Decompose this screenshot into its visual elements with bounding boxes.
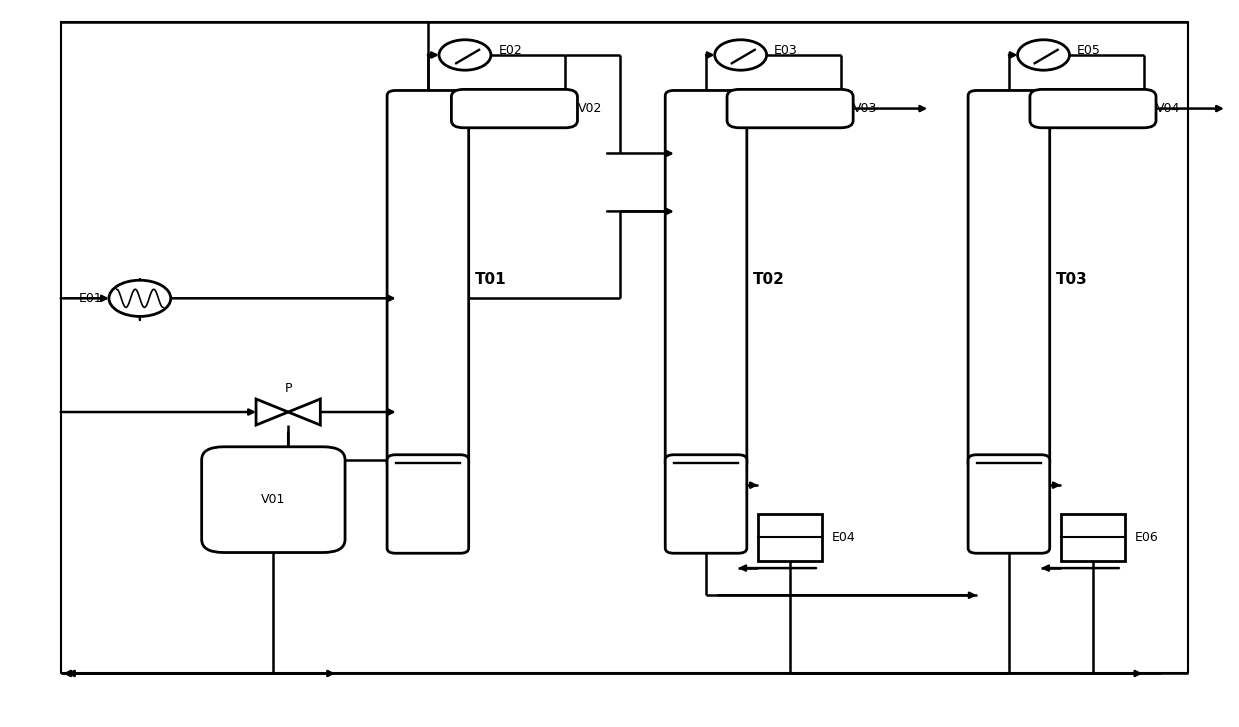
Circle shape <box>1017 40 1069 71</box>
Text: V03: V03 <box>854 102 877 115</box>
Text: T03: T03 <box>1056 272 1088 287</box>
Text: E01: E01 <box>79 292 103 305</box>
FancyBboxPatch shape <box>202 447 344 553</box>
Circle shape <box>439 40 491 71</box>
FancyBboxPatch shape <box>1030 89 1156 128</box>
FancyBboxPatch shape <box>727 89 854 128</box>
FancyBboxPatch shape <box>665 455 747 553</box>
Polygon shape <box>256 399 289 425</box>
Text: P: P <box>285 382 292 395</box>
Bar <box>758 514 823 561</box>
FancyBboxPatch shape <box>387 90 468 468</box>
Text: V02: V02 <box>577 102 602 115</box>
Circle shape <box>715 40 767 71</box>
FancyBboxPatch shape <box>968 90 1049 468</box>
Text: E06: E06 <box>1135 531 1158 544</box>
Text: V01: V01 <box>261 493 285 506</box>
FancyBboxPatch shape <box>968 455 1049 553</box>
Text: T02: T02 <box>753 272 784 287</box>
Text: T01: T01 <box>475 272 507 287</box>
FancyBboxPatch shape <box>451 89 577 128</box>
Text: V04: V04 <box>1156 102 1181 115</box>
Text: E04: E04 <box>833 531 856 544</box>
Circle shape <box>109 280 171 316</box>
Bar <box>1061 514 1125 561</box>
Text: E05: E05 <box>1077 44 1100 57</box>
Text: E02: E02 <box>498 44 522 57</box>
Text: E03: E03 <box>774 44 798 57</box>
FancyBboxPatch shape <box>387 455 468 553</box>
FancyBboxPatch shape <box>665 90 747 468</box>
Polygon shape <box>289 399 321 425</box>
